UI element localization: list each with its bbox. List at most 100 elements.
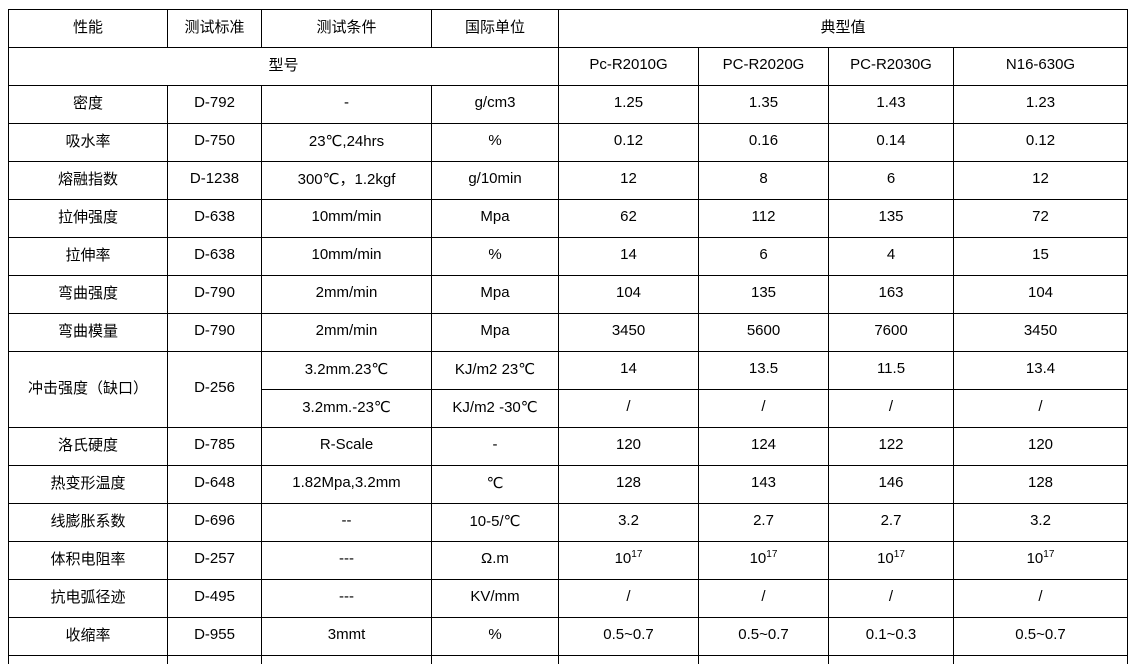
table-row: 3.2mm.-23℃ KJ/m2 -30℃ / / / /: [9, 389, 1129, 428]
value-cell: 3450: [558, 313, 699, 352]
unit-cell: Mpa: [431, 313, 559, 352]
value-cell: 62: [558, 199, 699, 238]
model-row: 型号 Pc-R2010G PC-R2020G PC-R2030G N16-630…: [8, 47, 1129, 86]
property-cell: 体积电阻率: [8, 541, 168, 580]
value-cell: 14: [558, 351, 699, 390]
value-cell: /: [828, 579, 954, 618]
standard-cell: D-648: [167, 465, 262, 504]
value-cell: HB: [952, 655, 1129, 664]
value-cell: 1.35: [698, 85, 829, 124]
value-cell: 120: [952, 427, 1129, 466]
value-cell: /: [558, 579, 699, 618]
standard-cell: D-257: [167, 541, 262, 580]
value-cell: 1.23: [952, 85, 1129, 124]
table-row: 收缩率 D-955 3mmt% 0.5~0.7 0.5~0.7 0.1~0.3 0.5~0.…: [8, 617, 1129, 656]
condition-cell: 10mm/min: [261, 199, 432, 238]
table-row: 抗电弧径迹 D-495 --- KV/mm / / / /: [8, 579, 1129, 618]
property-cell: 线膨胀系数: [8, 503, 168, 542]
value-cell: 4: [828, 237, 954, 276]
condition-cell: ---: [261, 579, 432, 618]
table-row: 弯曲模量 D-790 2mm/min Mpa 3450 5600 7600 3450: [8, 313, 1129, 352]
condition-cell: R-Scale: [261, 427, 432, 466]
value-cell: 0.5~0.7: [558, 617, 699, 656]
header-unit: 国际单位: [431, 9, 559, 48]
value-cell: /: [558, 389, 699, 428]
unit-cell: --: [431, 655, 559, 664]
standard-cell: D-495: [167, 579, 262, 618]
value-cell: 8: [698, 161, 829, 200]
standard-cell: D-955: [167, 617, 262, 656]
value-cell: 15: [952, 237, 1129, 276]
condition-cell: 300℃，1.2kgf: [261, 161, 432, 200]
property-cell: 冲击强度（缺口）: [8, 351, 168, 428]
table-row: 线膨胀系数 D-696 -- 10-5/℃ 3.2 2.7 2.7 3.2: [8, 503, 1129, 542]
property-cell: 密度: [8, 85, 168, 124]
value-cell: 124: [698, 427, 829, 466]
condition-cell: 1.82Mpa,3.2mm: [261, 465, 432, 504]
unit-cell: g/cm3: [431, 85, 559, 124]
model-label-cell: 型号: [8, 47, 559, 86]
property-cell: 收缩率: [8, 617, 168, 656]
value-cell: 0.12: [558, 123, 699, 162]
unit-cell: -: [431, 427, 559, 466]
table-row: 熔融指数 D-1238 300℃，1.2kgf g/10min 12 8 6 12: [8, 161, 1129, 200]
value-cell: 128: [558, 465, 699, 504]
value-cell: /: [698, 389, 829, 428]
standard-cell: D-696: [167, 503, 262, 542]
value-cell: 0.5~0.7: [698, 617, 829, 656]
property-cell: 热变形温度: [8, 465, 168, 504]
value-cell: 112: [698, 199, 829, 238]
value-cell: 135: [828, 199, 954, 238]
value-cell: 0.16: [698, 123, 829, 162]
value-cell: 1.43: [828, 85, 954, 124]
header-row: 性能 测试标准 测试条件 国际单位 典型值: [8, 9, 1129, 48]
value-cell: 13.4: [952, 351, 1129, 390]
table-row: 阻燃性UL-941/8″--V1V0V0HB: [8, 655, 1129, 664]
value-cell: 1017: [698, 541, 829, 580]
condition-cell: 1/8″: [261, 655, 432, 664]
value-cell: 1017: [952, 541, 1129, 580]
value-cell: 0.12: [952, 123, 1129, 162]
table-row: 热变形温度 D-648 1.82Mpa,3.2mm ℃ 128 143 146 128: [8, 465, 1129, 504]
value-cell: 2.7: [828, 503, 954, 542]
table-row: 密度 D-792- g/cm3 1.25 1.35 1.43 1.23: [8, 85, 1129, 124]
unit-cell: %: [431, 237, 559, 276]
condition-cell: 23℃,24hrs: [261, 123, 432, 162]
property-cell: 阻燃性: [8, 655, 168, 664]
unit-cell: Ω.m: [431, 541, 559, 580]
table-row: 拉伸率 D-638 10mm/min% 14 6 4 15: [8, 237, 1129, 276]
model-name-cell: PC-R2020G: [698, 47, 829, 86]
value-cell: 12: [952, 161, 1129, 200]
value-cell: /: [952, 579, 1129, 618]
standard-cell: D-790: [167, 313, 262, 352]
value-cell: 122: [828, 427, 954, 466]
value-cell: 11.5: [828, 351, 954, 390]
unit-cell: 10-5/℃: [431, 503, 559, 542]
value-cell: 104: [558, 275, 699, 314]
value-cell: 14: [558, 237, 699, 276]
standard-cell: D-1238: [167, 161, 262, 200]
condition-cell: ---: [261, 541, 432, 580]
unit-cell: KJ/m2 -30℃: [431, 389, 559, 428]
condition-cell: 2mm/min: [261, 275, 432, 314]
condition-cell: 2mm/min: [261, 313, 432, 352]
property-cell: 洛氏硬度: [8, 427, 168, 466]
value-cell: 0.5~0.7: [952, 617, 1129, 656]
condition-cell: 10mm/min: [261, 237, 432, 276]
standard-cell: D-790: [167, 275, 262, 314]
material-properties-table: 性能 测试标准 测试条件 国际单位 典型值 型号 Pc-R2010G PC-R2…: [8, 9, 1129, 664]
property-cell: 拉伸强度: [8, 199, 168, 238]
value-cell: 5600: [698, 313, 829, 352]
standard-cell: D-785: [167, 427, 262, 466]
value-cell: 12: [558, 161, 699, 200]
header-standard: 测试标准: [167, 9, 262, 48]
unit-cell: %: [431, 617, 559, 656]
unit-cell: %: [431, 123, 559, 162]
value-cell: 128: [952, 465, 1129, 504]
standard-cell: D-792: [167, 85, 262, 124]
condition-cell: 3.2mm.23℃: [261, 351, 432, 390]
unit-cell: KJ/m2 23℃: [431, 351, 559, 390]
value-cell: V1: [558, 655, 699, 664]
value-cell: 1017: [828, 541, 954, 580]
